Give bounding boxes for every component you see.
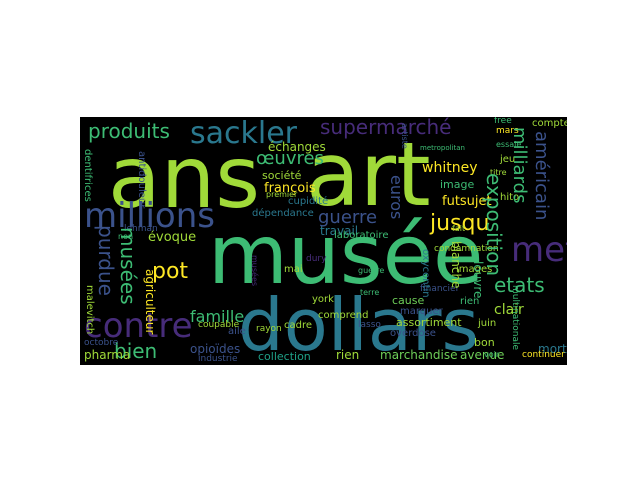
word-contre: contre xyxy=(84,306,193,346)
word-octobre: octobre xyxy=(84,338,119,348)
word-louvre: louvre xyxy=(471,261,485,299)
word-antidouleur: antidouleur xyxy=(136,151,147,209)
word-mort: mort xyxy=(538,342,567,356)
word-dury: dury xyxy=(306,254,327,264)
word-supermarche: supermarché xyxy=(320,117,452,139)
word-metropolitan: metropolitan xyxy=(420,144,465,152)
word-oxycontin: oxycontin xyxy=(420,249,431,298)
word-evoque: évoque xyxy=(148,230,197,245)
word-famille: famille xyxy=(190,307,245,326)
word-mai: mai xyxy=(284,264,303,275)
word-pharma: pharma xyxy=(84,348,131,362)
word-milliards: milliards xyxy=(509,127,530,204)
word-comprend: comprend xyxy=(318,310,369,321)
word-collection: collection xyxy=(258,350,311,363)
word-rien2: rien xyxy=(460,296,480,307)
word-sackler: sackler xyxy=(190,117,298,151)
word-futsujet: futsujet xyxy=(442,194,492,209)
word-francois: françois xyxy=(264,181,316,196)
word-guerre: guerre xyxy=(318,207,378,228)
word-etats: etats xyxy=(494,273,545,297)
word-premier: premier xyxy=(266,190,298,199)
word-juin: juin xyxy=(478,318,497,329)
word-coupable: coupable xyxy=(198,320,240,330)
word-oeuvres: œuvres xyxy=(256,148,324,169)
word-bon: bon xyxy=(474,336,495,349)
word-terre: terre xyxy=(360,288,380,297)
word-lasso: lasso xyxy=(358,320,381,330)
word-titre: titre xyxy=(490,168,507,177)
word-industrie: industrie xyxy=(198,354,238,364)
word-blanche: blanche xyxy=(449,241,463,289)
word-guerre2: guerre xyxy=(358,266,385,275)
word-avenue: avenue xyxy=(460,348,505,362)
word-rien1: rien xyxy=(336,348,360,362)
word-financier: financier xyxy=(420,284,460,294)
word-societe: société xyxy=(262,169,302,182)
word-assortiment: assortiment xyxy=(396,316,462,329)
word-pot: pot xyxy=(152,259,189,284)
word-echanges: échanges xyxy=(268,140,326,154)
word-opioides: opioïdes xyxy=(190,342,241,356)
word-laboratoire: laboratoire xyxy=(334,230,389,241)
word-overdose: overdose xyxy=(390,328,436,339)
word-cloud: ans art musée dollars millions contre sa… xyxy=(80,117,567,365)
word-aile: aile xyxy=(228,326,246,337)
word-ans: ans xyxy=(108,128,261,228)
word-americain: américain xyxy=(531,131,552,221)
word-dependance: dépendance xyxy=(252,208,314,219)
word-travail: travail xyxy=(320,224,359,238)
word-cadre: cadre xyxy=(284,320,313,331)
word-euros: euros xyxy=(387,175,406,220)
word-malevitch: malevitch xyxy=(84,285,95,335)
word-rayon: rayon xyxy=(256,324,282,334)
word-condamnation: condamnation xyxy=(434,244,499,254)
word-millions: millions xyxy=(84,196,215,236)
word-whitney: whitney xyxy=(422,160,478,176)
word-cause: cause xyxy=(392,294,425,307)
word-exposition: exposition xyxy=(482,173,506,277)
word-voir: voir xyxy=(484,350,500,359)
word-purdue: purdue xyxy=(94,225,118,296)
word-hito: hito xyxy=(500,192,520,203)
word-produits: produits xyxy=(88,119,170,143)
word-image: image xyxy=(440,178,475,191)
word-essaie: essaie xyxy=(496,140,522,149)
word-images: images xyxy=(456,264,493,275)
word-fait: fait xyxy=(452,224,466,233)
word-continuer: continuer xyxy=(522,350,565,360)
word-free: free xyxy=(494,117,512,126)
word-jusqu: jusqu xyxy=(430,211,490,236)
word-multinationale: multinationale xyxy=(510,285,520,351)
word-marchandise: marchandise xyxy=(380,348,458,362)
word-dentifrices: dentifrices xyxy=(82,149,93,202)
word-cupidite: cupidité xyxy=(288,196,329,207)
word-lehman: lehman xyxy=(124,224,158,234)
word-york: york xyxy=(312,294,334,305)
word-met: met xyxy=(511,230,567,270)
word-artiste: artiste xyxy=(400,123,409,149)
word-musees: musées xyxy=(116,227,140,305)
word-jeu: jeu xyxy=(500,154,516,165)
word-clair: clair xyxy=(494,302,524,318)
word-musees2: musées xyxy=(250,255,259,287)
word-mars: mars xyxy=(496,126,519,136)
word-art: art xyxy=(306,123,431,226)
word-agriculteur: agriculteur xyxy=(143,269,157,335)
word-marquer: marquer xyxy=(400,306,443,317)
word-non: non xyxy=(118,232,134,241)
word-compte: compte xyxy=(532,118,567,129)
word-musee: musée xyxy=(208,208,484,303)
word-dollars: dollars xyxy=(238,283,479,365)
word-bien: bien xyxy=(114,339,158,363)
